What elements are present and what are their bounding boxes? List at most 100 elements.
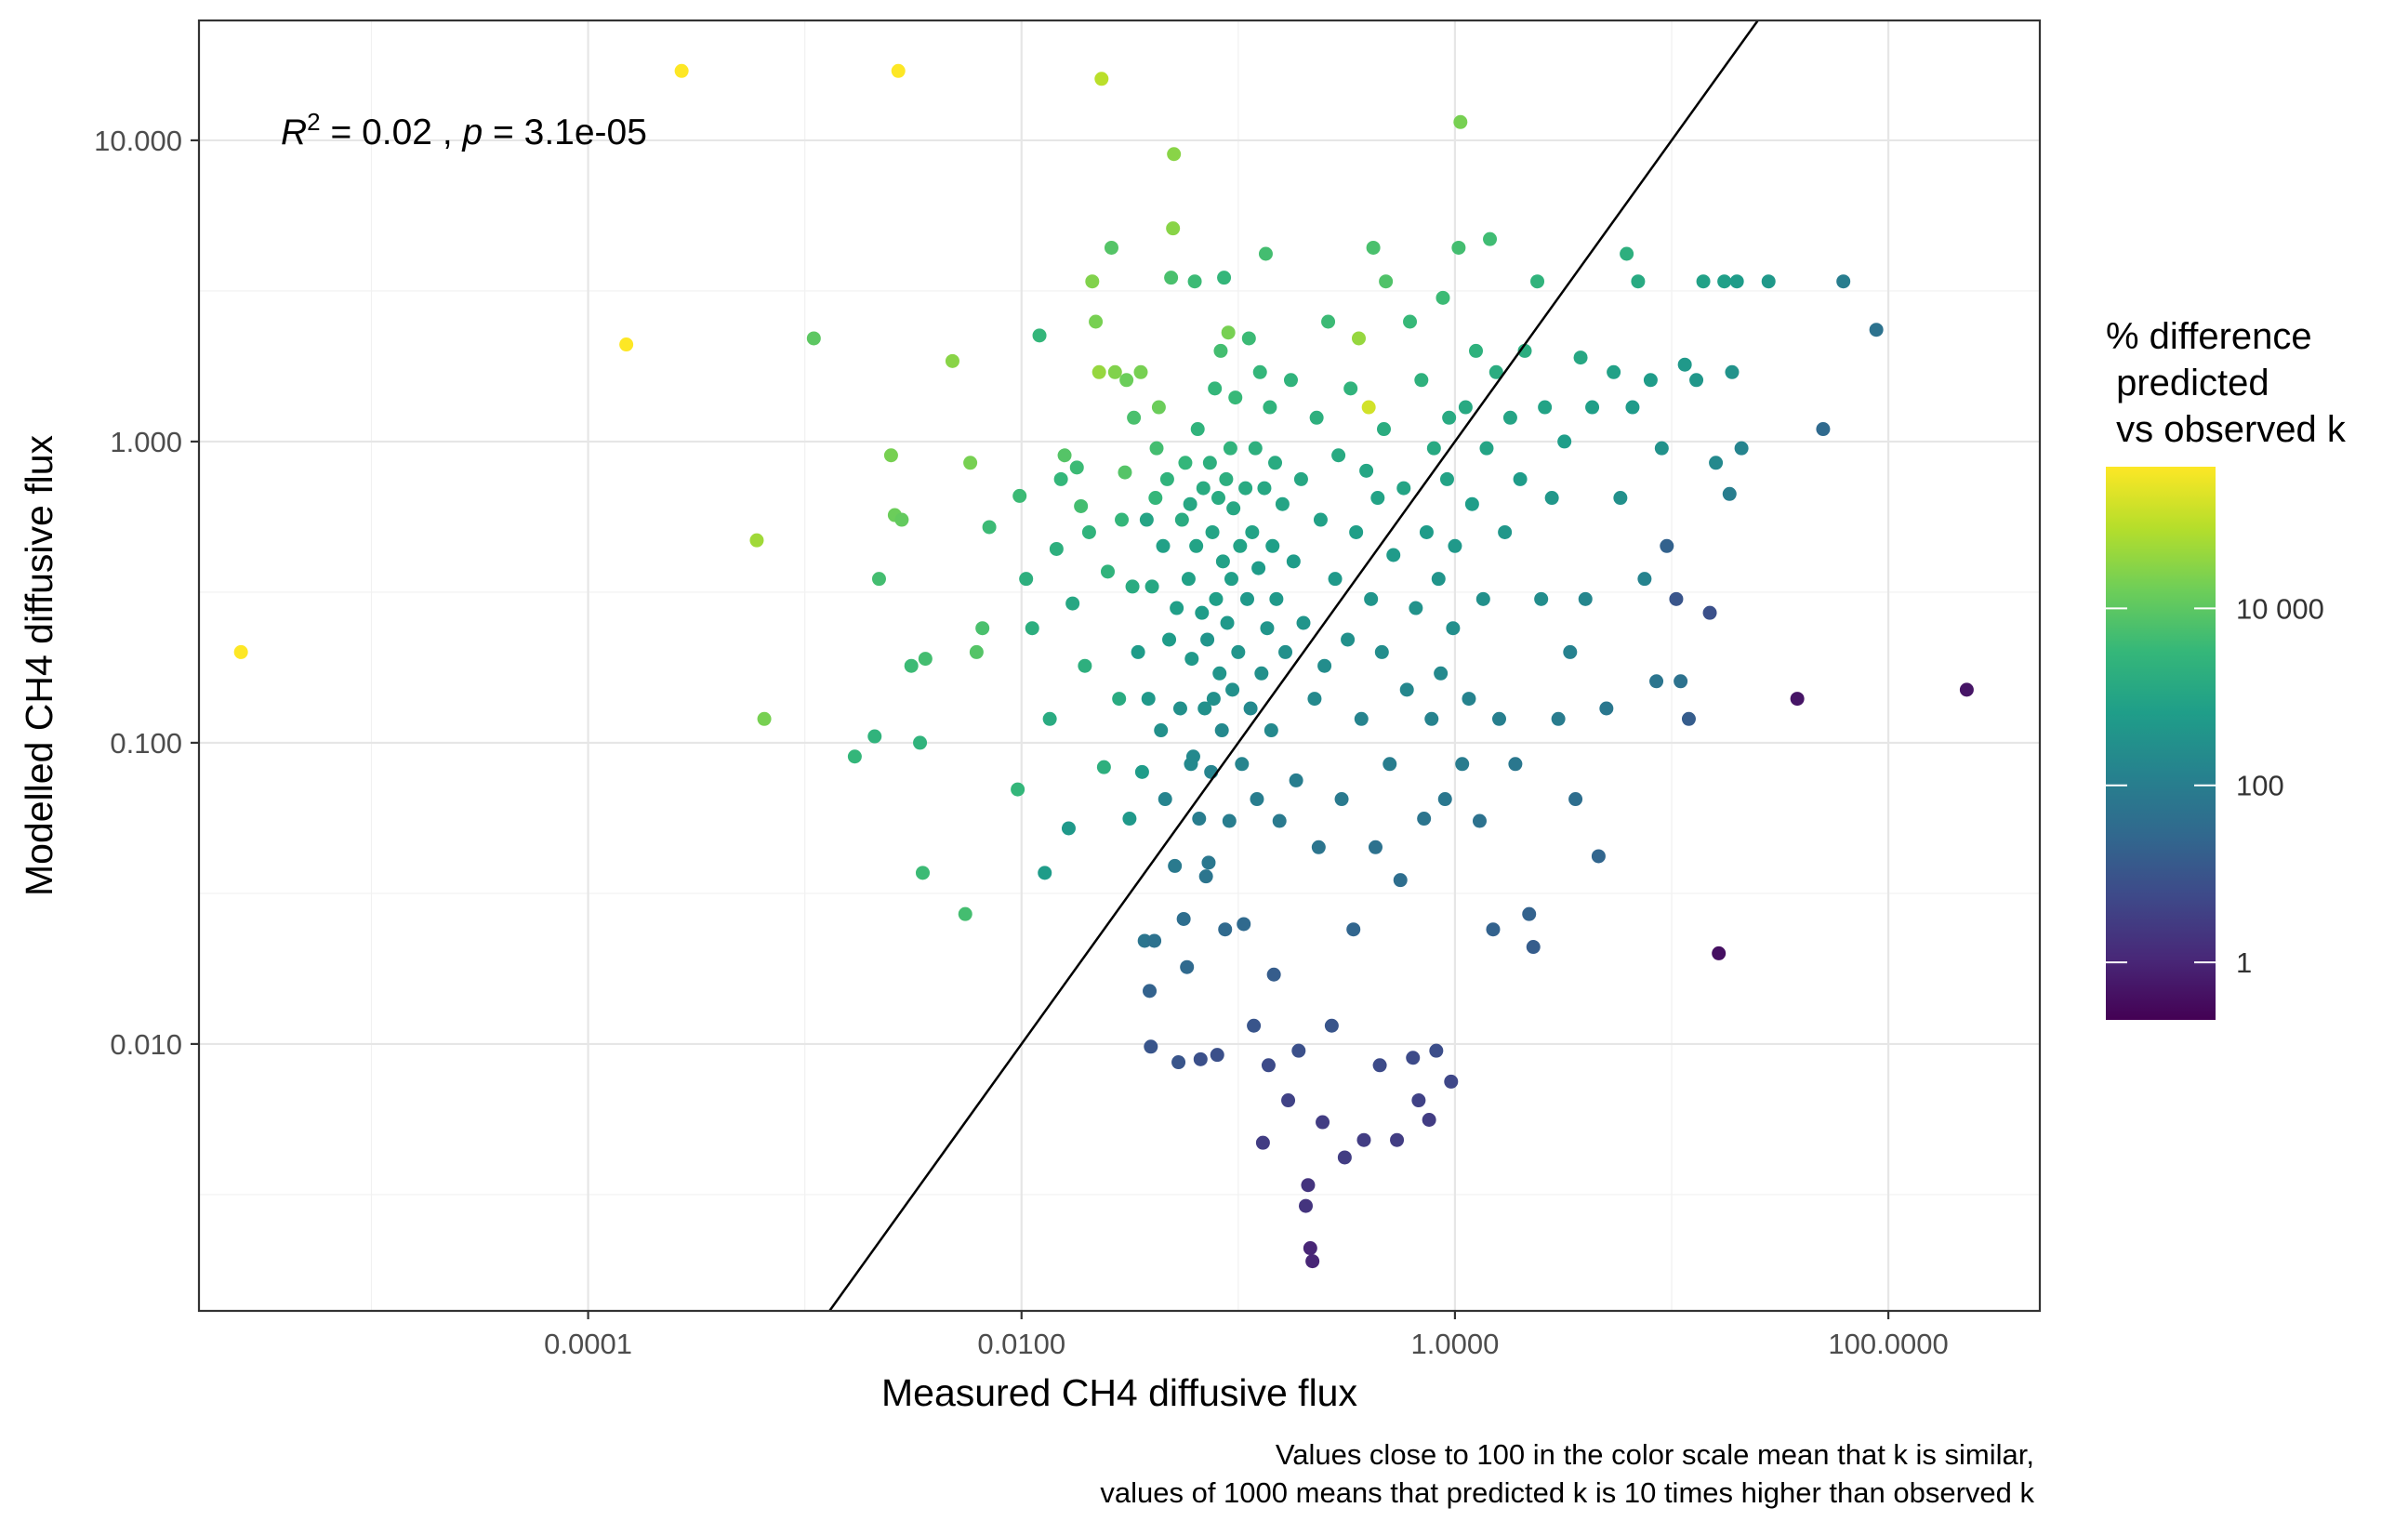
data-point	[1252, 364, 1267, 379]
x-axis-title: Measured CH4 diffusive flux	[881, 1371, 1357, 1414]
data-point	[1215, 554, 1230, 569]
data-point	[1158, 792, 1172, 807]
data-point	[1424, 711, 1439, 726]
legend-tick-label: 1	[2236, 946, 2252, 979]
data-point	[1094, 72, 1109, 86]
data-point	[1399, 682, 1414, 697]
x-tick-label: 1.0000	[1411, 1328, 1500, 1360]
data-point	[1147, 933, 1162, 948]
data-point	[1206, 692, 1221, 707]
data-point	[1268, 456, 1283, 470]
data-point	[1311, 840, 1326, 854]
data-point	[1356, 1132, 1371, 1147]
minor-gridlines	[199, 20, 2040, 1311]
legend-title: % difference predicted vs observed k	[2106, 316, 2347, 450]
data-point	[918, 652, 933, 667]
data-point	[1137, 933, 1152, 948]
annotation-p-value: = 3.1e-05	[483, 112, 647, 152]
data-point	[1453, 114, 1468, 129]
data-point	[1442, 410, 1457, 425]
data-point	[1281, 1093, 1296, 1108]
data-point	[1213, 343, 1228, 358]
data-point	[975, 621, 990, 636]
data-point	[1019, 572, 1034, 587]
data-point	[1448, 538, 1462, 553]
major-gridlines	[199, 20, 2040, 1311]
data-point	[1180, 959, 1195, 974]
data-point	[904, 658, 919, 673]
data-point	[1530, 274, 1545, 289]
data-point	[1534, 591, 1549, 606]
data-point	[1351, 331, 1366, 346]
data-point	[1361, 400, 1376, 415]
data-point	[1374, 644, 1389, 659]
data-point	[1178, 456, 1193, 470]
data-point	[945, 353, 959, 368]
data-point	[1174, 512, 1189, 527]
data-point	[1223, 441, 1237, 456]
data-point	[1057, 448, 1072, 463]
data-point	[1164, 271, 1179, 285]
data-point	[1411, 1093, 1426, 1108]
data-point	[1251, 561, 1266, 575]
data-point	[1568, 792, 1583, 807]
data-point	[1133, 364, 1148, 379]
data-point	[1196, 481, 1211, 496]
data-point	[1112, 692, 1127, 707]
data-point	[1226, 501, 1241, 516]
x-tick-label: 0.0100	[977, 1328, 1065, 1360]
caption-line: values of 1000 means that predicted k is…	[1100, 1476, 2034, 1509]
data-point	[1185, 749, 1200, 764]
data-point	[1696, 274, 1711, 289]
data-point	[1513, 471, 1528, 486]
data-point	[871, 572, 886, 587]
data-point	[1214, 723, 1229, 738]
y-tick-label: 1.000	[110, 426, 182, 458]
data-point	[1491, 711, 1506, 726]
data-point	[1127, 410, 1142, 425]
data-point	[1631, 274, 1646, 289]
data-point	[1149, 441, 1164, 456]
data-point	[1869, 323, 1884, 337]
data-point	[1225, 682, 1240, 697]
data-point	[1390, 1132, 1405, 1147]
data-point	[1417, 812, 1432, 827]
legend-title-line: predicted	[2106, 363, 2269, 403]
data-point	[1488, 364, 1503, 379]
data-point	[1081, 524, 1096, 539]
data-point	[1069, 460, 1084, 475]
data-point	[1211, 491, 1226, 506]
data-point	[1725, 364, 1740, 379]
data-point	[1143, 984, 1158, 999]
data-point	[1104, 240, 1118, 255]
data-point	[1436, 290, 1450, 305]
data-point	[1065, 596, 1080, 611]
legend-tick-label: 100	[2236, 770, 2284, 802]
data-point	[1324, 1018, 1339, 1033]
data-point	[1212, 666, 1227, 681]
data-point	[1205, 524, 1220, 539]
data-point	[1313, 512, 1328, 527]
data-point	[1296, 615, 1311, 630]
data-point	[1472, 813, 1487, 828]
data-point	[1289, 773, 1303, 787]
data-point	[1261, 1058, 1276, 1073]
data-point	[913, 735, 928, 750]
data-point	[1172, 701, 1187, 716]
data-point	[1479, 441, 1494, 456]
data-point	[1238, 481, 1253, 496]
data-point	[1144, 1039, 1158, 1054]
data-point	[1255, 1135, 1270, 1150]
data-point	[1159, 471, 1174, 486]
data-point	[1431, 572, 1446, 587]
data-point	[1331, 448, 1346, 463]
data-point	[1228, 390, 1243, 405]
data-point	[1258, 246, 1273, 261]
data-point	[1585, 400, 1600, 415]
annotation-p-label: p	[462, 112, 483, 152]
data-point	[1141, 692, 1156, 707]
legend-tick-label: 10 000	[2236, 592, 2324, 625]
color-legend: % difference predicted vs observed k 1 10…	[2106, 316, 2347, 1020]
data-point	[1265, 538, 1280, 553]
data-point	[1148, 491, 1163, 506]
